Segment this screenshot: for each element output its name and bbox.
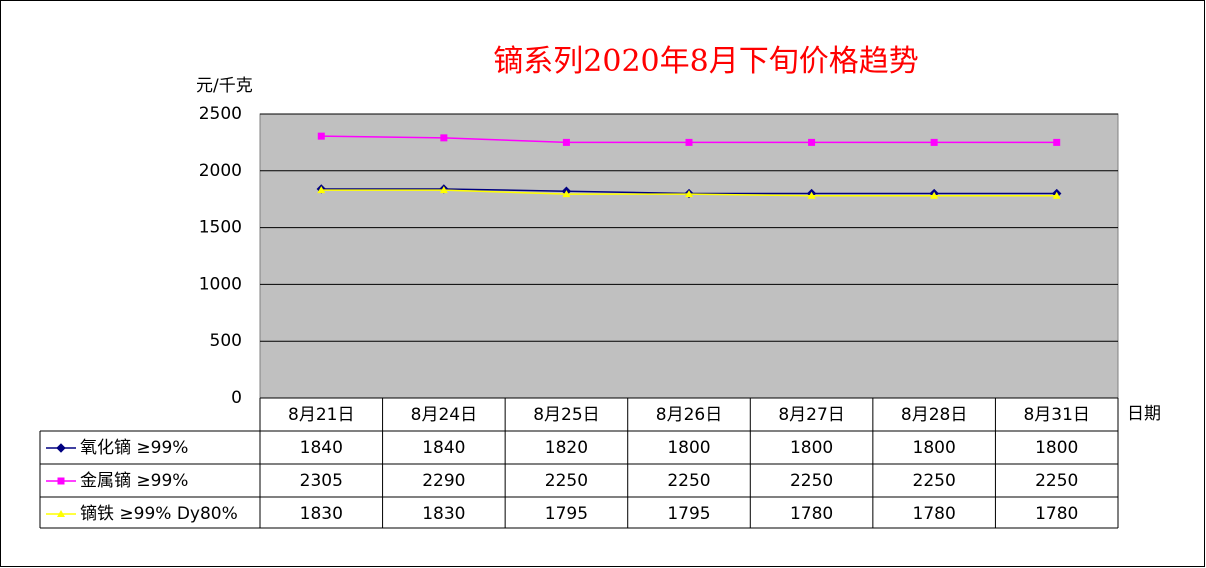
data-point	[930, 138, 938, 146]
x-tick-label: 8月24日	[411, 405, 477, 425]
y-tick-label: 500	[210, 331, 242, 351]
x-tick-label: 8月31日	[1023, 405, 1089, 425]
table-value: 1840	[300, 438, 343, 458]
data-point	[930, 191, 939, 199]
legend-marker	[56, 443, 66, 453]
data-point	[807, 191, 816, 199]
y-axis-label: 元/千克	[196, 76, 253, 96]
legend-label: 氧化镝 ≥99%	[80, 438, 188, 458]
data-point	[439, 186, 448, 194]
x-tick-label: 8月21日	[288, 405, 354, 425]
table-value: 1795	[667, 504, 710, 524]
x-axis-label: 日期	[1127, 404, 1161, 424]
data-point	[317, 132, 325, 140]
x-tick-label: 8月26日	[656, 405, 722, 425]
table-value: 1830	[422, 504, 465, 524]
y-tick-label: 2500	[199, 104, 242, 124]
table-value: 1840	[422, 438, 465, 458]
data-point	[1053, 138, 1061, 146]
table-value: 1800	[790, 438, 833, 458]
table-value: 1820	[545, 438, 588, 458]
table-value: 1795	[545, 504, 588, 524]
data-point	[685, 138, 693, 146]
data-point	[562, 138, 570, 146]
data-point	[685, 190, 693, 198]
table-value: 2250	[1035, 471, 1078, 491]
table-value: 2250	[913, 471, 956, 491]
table-value: 2250	[790, 471, 833, 491]
plot-area	[259, 113, 1119, 399]
table-value: 1780	[790, 504, 833, 524]
x-tick-label: 8月25日	[533, 405, 599, 425]
table-value: 1800	[667, 438, 710, 458]
table-value: 1800	[913, 438, 956, 458]
chart-title: 镝系列2020年8月下旬价格趋势	[493, 44, 918, 79]
y-tick-label: 0	[231, 388, 242, 408]
x-tick-label: 8月28日	[901, 405, 967, 425]
data-point	[440, 134, 448, 142]
table-value: 1830	[300, 504, 343, 524]
x-tick-label: 8月27日	[778, 405, 844, 425]
table-value: 2290	[422, 471, 465, 491]
legend-marker	[57, 510, 65, 517]
table-value: 1780	[913, 504, 956, 524]
y-tick-label: 1500	[199, 218, 242, 238]
legend-marker	[57, 477, 65, 485]
data-point	[562, 190, 571, 198]
y-tick-label: 1000	[199, 274, 242, 294]
data-point	[1052, 191, 1061, 199]
table-value: 2305	[300, 471, 343, 491]
data-point	[317, 186, 326, 194]
y-tick-label: 2000	[199, 161, 242, 181]
table-value: 2250	[667, 471, 710, 491]
data-point	[808, 138, 816, 146]
table-value: 1800	[1035, 438, 1078, 458]
legend-label: 镝铁 ≥99% Dy80%	[80, 504, 238, 524]
legend-label: 金属镝 ≥99%	[80, 471, 188, 491]
table-value: 1780	[1035, 504, 1078, 524]
table-value: 2250	[545, 471, 588, 491]
